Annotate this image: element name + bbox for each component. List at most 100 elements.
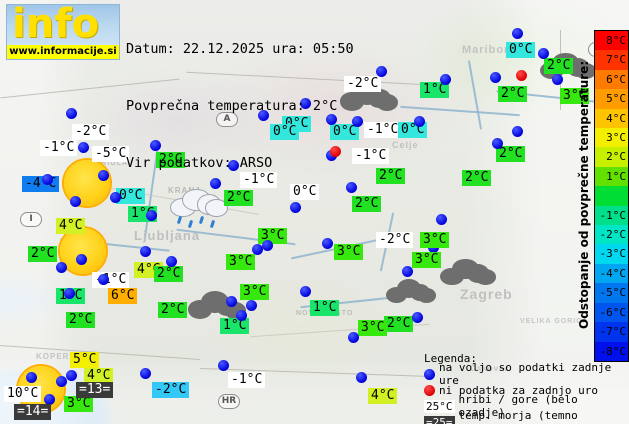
station-dot-available-icon[interactable] <box>412 312 423 323</box>
station-dot-missing-icon[interactable] <box>330 146 341 157</box>
color-scale-stop: 7°C <box>595 50 628 70</box>
mountain-temperature-label: 0°C <box>290 184 320 200</box>
legend-item: =25=temp. morja (temno ozadje) <box>424 409 624 424</box>
site-logo[interactable]: info www.informacije.si <box>6 1 120 60</box>
station-dot-available-icon[interactable] <box>236 310 247 321</box>
station-dot-available-icon[interactable] <box>66 108 77 119</box>
legend-item: ni podatka za zadnjo uro <box>424 382 624 398</box>
station-dot-available-icon[interactable] <box>70 196 81 207</box>
station-dot-available-icon[interactable] <box>300 286 311 297</box>
legend-blue-dot-icon <box>424 368 435 380</box>
logo-url-text: www.informacije.si <box>9 46 117 57</box>
temperature-label: 2°C <box>498 86 528 102</box>
header-block: Datum: 22.12.2025 ura: 05:50 Povprečna t… <box>126 2 354 211</box>
station-dot-available-icon[interactable] <box>246 300 257 311</box>
temperature-label: 6°C <box>108 288 138 304</box>
temperature-label: 0°C <box>506 42 536 58</box>
temperature-label: 2°C <box>496 146 526 162</box>
station-dot-available-icon[interactable] <box>348 332 359 343</box>
sun-icon <box>60 228 106 274</box>
station-dot-available-icon[interactable] <box>402 266 413 277</box>
station-dot-available-icon[interactable] <box>356 372 367 383</box>
station-dot-available-icon[interactable] <box>490 72 501 83</box>
place-name: Ljubljana <box>134 228 201 243</box>
color-scale-title: Odstopanje od povprečne temperature: <box>577 60 591 330</box>
station-dot-available-icon[interactable] <box>346 182 357 193</box>
station-dot-available-icon[interactable] <box>300 98 311 109</box>
station-dot-available-icon[interactable] <box>98 274 109 285</box>
temperature-label: 2°C <box>66 312 96 328</box>
station-dot-available-icon[interactable] <box>166 256 177 267</box>
station-dot-available-icon[interactable] <box>290 202 301 213</box>
station-dot-available-icon[interactable] <box>218 360 229 371</box>
station-dot-available-icon[interactable] <box>146 210 157 221</box>
color-scale-stop: -1°C <box>595 205 628 226</box>
temperature-label: 4°C <box>56 218 86 234</box>
mountain-temperature-label: -1°C <box>364 122 402 138</box>
station-dot-available-icon[interactable] <box>210 178 221 189</box>
sea-temperature-label: =13= <box>76 382 114 398</box>
station-dot-available-icon[interactable] <box>98 170 109 181</box>
color-scale-stop: -6°C <box>595 302 628 323</box>
place-name: TRIGLAV <box>96 160 134 167</box>
country-code-marker: HR <box>218 394 240 409</box>
cloud-icon <box>170 188 228 217</box>
station-dot-available-icon[interactable] <box>258 110 269 121</box>
temperature-label: 4°C <box>84 368 114 384</box>
legend-item-label: na voljo so podatki zadnje ure <box>439 361 612 387</box>
station-dot-available-icon[interactable] <box>538 48 549 59</box>
station-dot-available-icon[interactable] <box>414 116 425 127</box>
station-dot-available-icon[interactable] <box>322 238 333 249</box>
station-dot-available-icon[interactable] <box>56 376 67 387</box>
station-dot-available-icon[interactable] <box>78 142 89 153</box>
station-dot-available-icon[interactable] <box>352 116 363 127</box>
color-scale-stop: 3°C <box>595 128 628 148</box>
temperature-label: 2°C <box>28 246 58 262</box>
station-dot-available-icon[interactable] <box>44 394 55 405</box>
station-dot-available-icon[interactable] <box>440 74 451 85</box>
country-code-marker: I <box>20 212 42 227</box>
station-dot-available-icon[interactable] <box>252 244 263 255</box>
station-dot-available-icon[interactable] <box>76 254 87 265</box>
color-scale-stop: 8°C <box>595 31 628 51</box>
temperature-label: 0°C <box>330 124 360 140</box>
mountain-temperature-label: 10°C <box>4 386 42 402</box>
station-dot-available-icon[interactable] <box>42 174 53 185</box>
temperature-label: 4°C <box>368 388 398 404</box>
station-dot-available-icon[interactable] <box>492 138 503 149</box>
station-dot-available-icon[interactable] <box>552 74 563 85</box>
station-dot-available-icon[interactable] <box>262 240 273 251</box>
legend-item: na voljo so podatki zadnje ure <box>424 361 624 387</box>
color-scale-stop: 4°C <box>595 108 628 129</box>
country-code-marker: A <box>216 112 238 127</box>
station-dot-available-icon[interactable] <box>228 160 239 171</box>
station-dot-available-icon[interactable] <box>26 372 37 383</box>
place-name: Čakovec <box>470 364 510 373</box>
dark-cloud-icon <box>386 278 436 304</box>
station-dot-available-icon[interactable] <box>56 262 67 273</box>
station-dot-available-icon[interactable] <box>64 288 75 299</box>
header-data-source: Vir podatkov: ARSO <box>126 155 273 171</box>
legend-sea-swatch: =25= <box>424 415 455 424</box>
color-scale-stop: -3°C <box>595 244 628 264</box>
color-scale-stop: -5°C <box>595 283 628 303</box>
station-dot-available-icon[interactable] <box>326 114 337 125</box>
legend-mountain-swatch: 25°C <box>424 399 455 413</box>
temperature-label: 3°C <box>412 252 442 268</box>
mountain-temperature-label: -1°C <box>352 148 390 164</box>
station-dot-missing-icon[interactable] <box>516 70 527 81</box>
station-dot-available-icon[interactable] <box>376 66 387 77</box>
place-name: Zagreb <box>460 286 513 302</box>
station-dot-available-icon[interactable] <box>512 126 523 137</box>
mountain-temperature-label: -2°C <box>72 124 110 140</box>
place-name: Maribor <box>462 44 510 56</box>
station-dot-available-icon[interactable] <box>150 140 161 151</box>
station-dot-available-icon[interactable] <box>512 28 523 39</box>
station-dot-available-icon[interactable] <box>436 214 447 225</box>
station-dot-available-icon[interactable] <box>140 368 151 379</box>
station-dot-available-icon[interactable] <box>226 296 237 307</box>
temperature-label: 2°C <box>224 190 254 206</box>
station-dot-available-icon[interactable] <box>66 370 77 381</box>
station-dot-available-icon[interactable] <box>110 192 121 203</box>
station-dot-available-icon[interactable] <box>140 246 151 257</box>
